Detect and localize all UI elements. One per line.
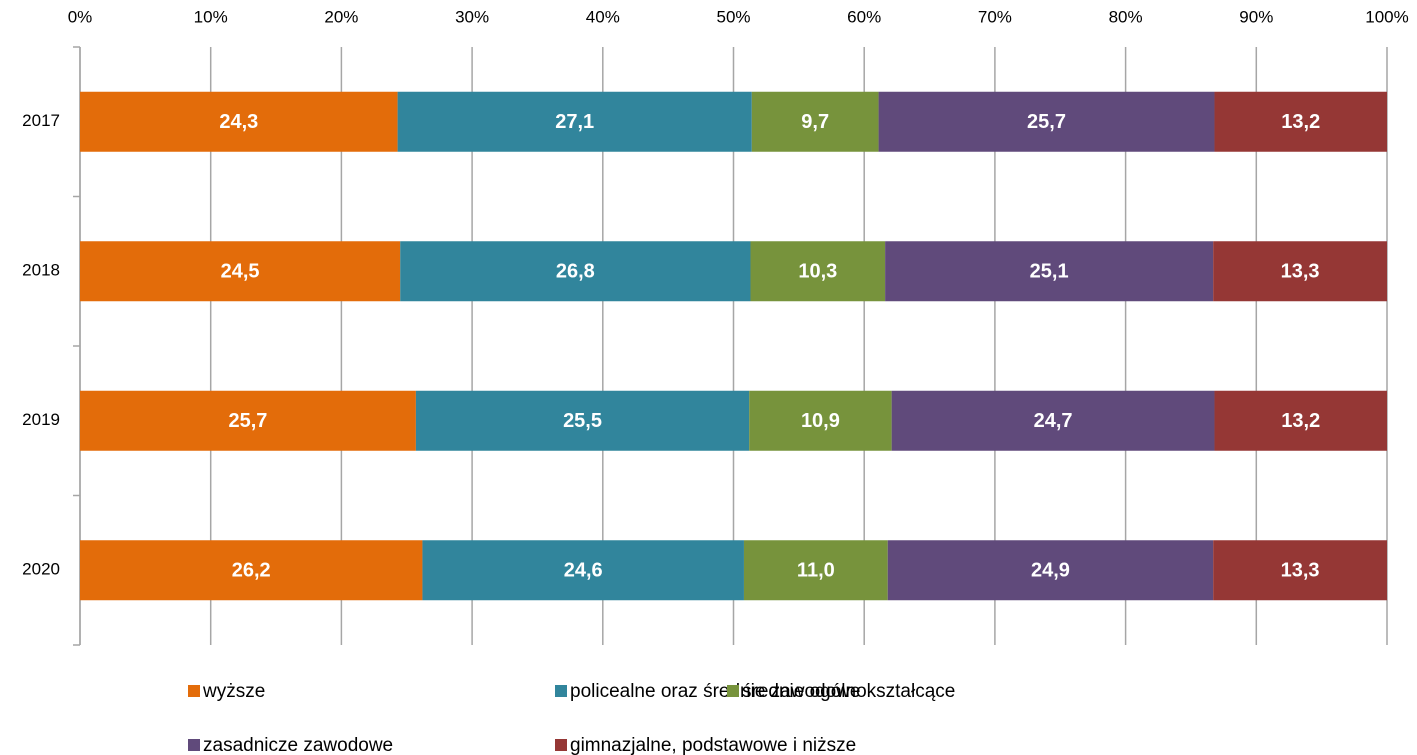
data-label: 24,9 — [1031, 560, 1070, 582]
bar-segment — [1213, 540, 1387, 601]
data-label: 25,1 — [1030, 261, 1069, 283]
bar-segment — [1214, 390, 1387, 451]
data-label: 24,5 — [221, 261, 260, 283]
bar-segment — [887, 540, 1214, 601]
x-tick-label: 40% — [586, 7, 620, 26]
data-label: 25,5 — [563, 410, 602, 432]
legend-label: zasadnicze zawodowe — [203, 735, 393, 755]
legend-swatch — [555, 739, 567, 751]
bar-segment — [415, 390, 750, 451]
bar-segment — [80, 91, 398, 152]
data-label: 9,7 — [801, 111, 829, 133]
bar-segment — [743, 540, 888, 601]
bar-segment — [750, 241, 886, 302]
bar-segment — [1214, 91, 1387, 152]
data-label: 13,2 — [1281, 410, 1320, 432]
y-tick-label: 2020 — [22, 560, 60, 579]
legend-swatch — [727, 685, 739, 697]
data-label: 11,0 — [797, 560, 835, 582]
data-label: 27,1 — [555, 111, 594, 133]
data-label: 25,7 — [1027, 111, 1066, 133]
bar-segment — [80, 390, 416, 451]
bar-segment — [422, 540, 744, 601]
x-tick-label: 0% — [68, 7, 93, 26]
data-label: 25,7 — [228, 410, 267, 432]
x-tick-label: 90% — [1239, 7, 1273, 26]
x-tick-label: 60% — [847, 7, 881, 26]
bar-segment — [397, 91, 752, 152]
data-label: 24,3 — [219, 111, 258, 133]
data-label: 26,2 — [232, 560, 271, 582]
x-tick-label: 70% — [978, 7, 1012, 26]
legend-label: wyższe — [202, 681, 265, 702]
x-tick-label: 100% — [1365, 7, 1408, 26]
data-label: 24,7 — [1034, 410, 1073, 432]
bar-segment — [751, 91, 879, 152]
x-tick-label: 20% — [324, 7, 358, 26]
data-label: 10,9 — [801, 410, 840, 432]
y-tick-label: 2017 — [22, 111, 60, 130]
bar-segment — [1213, 241, 1387, 302]
x-tick-label: 10% — [194, 7, 228, 26]
x-tick-label: 50% — [716, 7, 750, 26]
legend-label: policealne oraz średnie zawodowe — [570, 681, 860, 702]
data-label: 26,8 — [556, 261, 595, 283]
data-label: 24,6 — [564, 560, 603, 582]
x-tick-label: 30% — [455, 7, 489, 26]
data-label: 13,2 — [1281, 111, 1320, 133]
bar-segment — [400, 241, 751, 302]
bar-segment — [80, 540, 423, 601]
bar-segment — [885, 241, 1214, 302]
legend-label: średnie ogólnokształcące — [742, 681, 955, 702]
bar-segment — [891, 390, 1215, 451]
data-label: 10,3 — [798, 261, 837, 283]
data-label: 13,3 — [1281, 560, 1320, 582]
x-tick-label: 80% — [1109, 7, 1143, 26]
bar-segment — [878, 91, 1215, 152]
bar-segment — [749, 390, 892, 451]
legend-label: gimnazjalne, podstawowe i niższe — [570, 735, 856, 755]
legend-swatch — [555, 685, 567, 697]
legend-swatch — [188, 739, 200, 751]
y-tick-label: 2018 — [22, 261, 60, 280]
y-tick-label: 2019 — [22, 410, 60, 429]
bar-segment — [80, 241, 401, 302]
data-label: 13,3 — [1281, 261, 1320, 283]
legend-swatch — [188, 685, 200, 697]
